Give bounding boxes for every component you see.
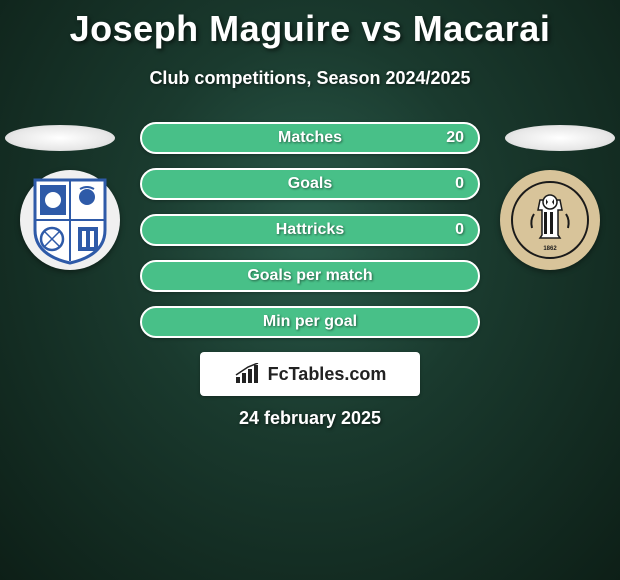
branding-badge: FcTables.com bbox=[200, 352, 420, 396]
stat-label: Goals per match bbox=[247, 267, 372, 285]
stat-row-goals-per-match: Goals per match bbox=[140, 260, 480, 292]
page-title: Joseph Maguire vs Macarai bbox=[0, 0, 620, 50]
stat-value-right: 20 bbox=[446, 129, 464, 147]
branding-text: FcTables.com bbox=[268, 364, 387, 385]
oval-decoration-left bbox=[5, 125, 115, 151]
stat-label: Goals bbox=[288, 175, 332, 193]
stat-label: Hattricks bbox=[276, 221, 344, 239]
stat-label: Matches bbox=[278, 129, 342, 147]
stat-row-goals: Goals 0 bbox=[140, 168, 480, 200]
stat-row-hattricks: Hattricks 0 bbox=[140, 214, 480, 246]
player-right-crest: 1862 bbox=[500, 170, 600, 270]
page-subtitle: Club competitions, Season 2024/2025 bbox=[0, 68, 620, 89]
notts-county-crest-icon: 1862 bbox=[510, 175, 590, 265]
stat-row-matches: Matches 20 bbox=[140, 122, 480, 154]
stat-label: Min per goal bbox=[263, 313, 357, 331]
date-text: 24 february 2025 bbox=[0, 408, 620, 429]
stat-value-right: 0 bbox=[455, 221, 464, 239]
tranmere-rovers-crest-icon bbox=[30, 175, 110, 265]
stat-value-right: 0 bbox=[455, 175, 464, 193]
stat-row-min-per-goal: Min per goal bbox=[140, 306, 480, 338]
bar-chart-icon bbox=[234, 363, 262, 385]
oval-decoration-right bbox=[505, 125, 615, 151]
stats-container: Matches 20 Goals 0 Hattricks 0 Goals per… bbox=[140, 122, 480, 352]
svg-text:1862: 1862 bbox=[543, 246, 557, 252]
player-left-crest bbox=[20, 170, 120, 270]
